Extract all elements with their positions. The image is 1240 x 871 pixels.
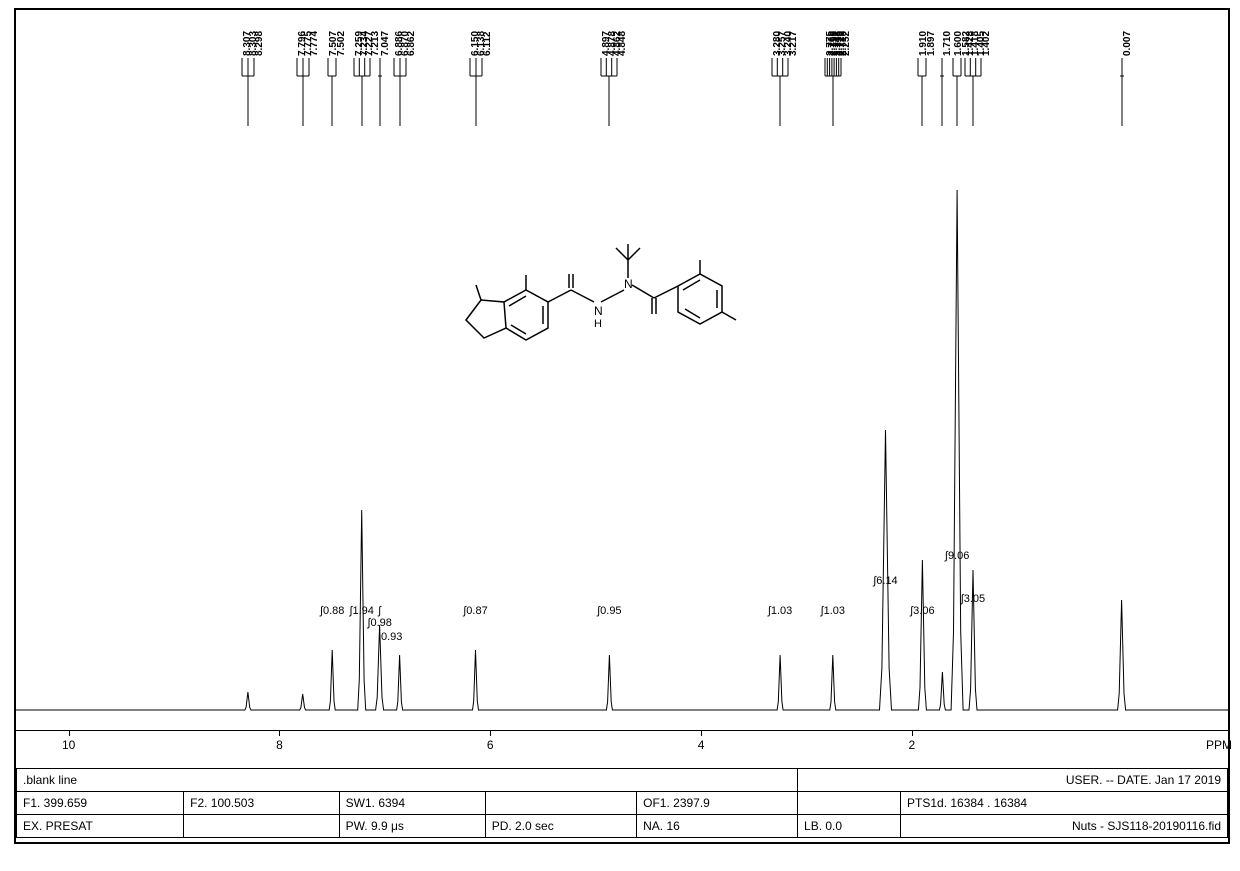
peak-value-label: 1.402 [981, 31, 992, 56]
peak-drop-icon [823, 58, 843, 130]
integral-label: ∫0.88 [320, 605, 344, 617]
sw: SW1. 6394 [339, 792, 485, 815]
peak-drop-icon [322, 58, 342, 130]
axis-tick [279, 730, 280, 736]
integral-label: ∫0.87 [463, 605, 487, 617]
peak-drop-icon [238, 58, 258, 130]
peak-drop-icon [466, 58, 486, 130]
axis-tick-label: 6 [487, 738, 494, 752]
svg-text:N: N [624, 277, 633, 291]
peak-value-label: 1.710 [942, 31, 953, 56]
axis-unit: PPM [1206, 738, 1232, 752]
ex: EX. PRESAT [17, 815, 184, 838]
peak-drop-icon [293, 58, 313, 130]
peak-value-label: 6.862 [406, 31, 417, 56]
peak-drop-icon [599, 58, 619, 130]
blank [184, 815, 340, 838]
integral-label: ∫1.94 [349, 605, 373, 617]
peak-drop-icon [770, 58, 790, 130]
peak-value-label: 2.252 [841, 31, 852, 56]
axis-tick [69, 730, 70, 736]
peak-value-label: 8.298 [254, 31, 265, 56]
peak-value-label: 7.502 [336, 31, 347, 56]
f1: F1. 399.659 [17, 792, 184, 815]
f2: F2. 100.503 [184, 792, 340, 815]
integral-label: ∫9.06 [945, 550, 969, 562]
of: OF1. 2397.9 [637, 792, 798, 815]
pd: PD. 2.0 sec [485, 815, 636, 838]
peak-drop-icon [390, 58, 410, 130]
integral-label: ∫1.03 [768, 605, 792, 617]
pts: PTS1d. 16384 . 16384 [901, 792, 1228, 815]
blank-line: .blank line [17, 769, 798, 792]
integral-label: ∫0.95 [597, 605, 621, 617]
peak-drop-icon [1112, 58, 1132, 130]
blank [485, 792, 636, 815]
integral-label: 0.93 [381, 631, 402, 643]
peak-drop-icon [912, 58, 932, 130]
blank [798, 792, 901, 815]
axis-tick-label: 8 [276, 738, 283, 752]
axis-tick-label: 2 [908, 738, 915, 752]
axis-tick-label: 4 [698, 738, 705, 752]
peak-value-label: 3.217 [788, 31, 799, 56]
peak-value-label: 4.848 [617, 31, 628, 56]
peak-drop-icon [963, 58, 983, 130]
peak-value-label: 0.007 [1122, 31, 1133, 56]
peak-value-label: 1.897 [926, 31, 937, 56]
peak-value-label: 7.047 [380, 31, 391, 56]
integral-label: ∫0.98 [367, 617, 391, 629]
na: NA. 16 [637, 815, 798, 838]
axis-tick [701, 730, 702, 736]
svg-text:H: H [594, 318, 602, 330]
nmr-frame: N H N 108642PPM 8.3078.3038.2987.7967.77… [14, 8, 1230, 844]
x-axis [16, 730, 1228, 731]
integral-label: ∫3.05 [961, 593, 985, 605]
molecule-structure: N H N [446, 230, 746, 390]
peak-value-label: 6.112 [482, 32, 493, 56]
axis-tick-label: 10 [62, 738, 75, 752]
axis-tick [490, 730, 491, 736]
peak-value-label: 7.774 [309, 31, 320, 56]
pw: PW. 9.9 μs [339, 815, 485, 838]
integral-label: ∫3.06 [910, 605, 934, 617]
file: Nuts - SJS118-20190116.fid [901, 815, 1228, 838]
svg-text:N: N [594, 304, 603, 318]
integral-label: ∫1.03 [821, 605, 845, 617]
axis-tick [912, 730, 913, 736]
user-date: USER. -- DATE. Jan 17 2019 [798, 769, 1228, 792]
integral-label: ∫ [378, 605, 381, 617]
peak-drop-icon [370, 58, 390, 130]
lb: LB. 0.0 [798, 815, 901, 838]
metadata-table: .blank line USER. -- DATE. Jan 17 2019 F… [16, 768, 1228, 838]
integral-label: ∫6.14 [873, 575, 897, 587]
